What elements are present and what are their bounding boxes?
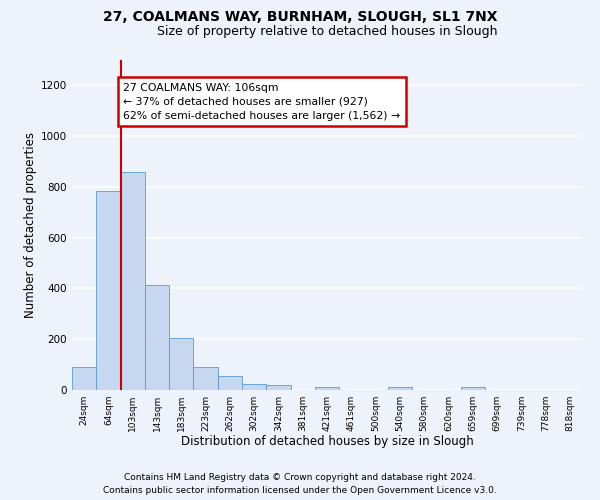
Title: Size of property relative to detached houses in Slough: Size of property relative to detached ho… xyxy=(157,25,497,38)
Bar xyxy=(169,338,193,390)
X-axis label: Distribution of detached houses by size in Slough: Distribution of detached houses by size … xyxy=(181,436,473,448)
Text: 27 COALMANS WAY: 106sqm
← 37% of detached houses are smaller (927)
62% of semi-d: 27 COALMANS WAY: 106sqm ← 37% of detache… xyxy=(123,83,400,121)
Bar xyxy=(388,387,412,390)
Bar xyxy=(461,387,485,390)
Bar xyxy=(315,387,339,390)
Text: Contains HM Land Registry data © Crown copyright and database right 2024.
Contai: Contains HM Land Registry data © Crown c… xyxy=(103,474,497,495)
Bar xyxy=(145,284,169,390)
Y-axis label: Number of detached properties: Number of detached properties xyxy=(24,132,37,318)
Bar xyxy=(193,367,218,390)
Bar xyxy=(242,384,266,390)
Bar xyxy=(96,190,121,390)
Bar xyxy=(121,172,145,390)
Bar xyxy=(266,386,290,390)
Bar xyxy=(218,376,242,390)
Bar xyxy=(72,367,96,390)
Text: 27, COALMANS WAY, BURNHAM, SLOUGH, SL1 7NX: 27, COALMANS WAY, BURNHAM, SLOUGH, SL1 7… xyxy=(103,10,497,24)
